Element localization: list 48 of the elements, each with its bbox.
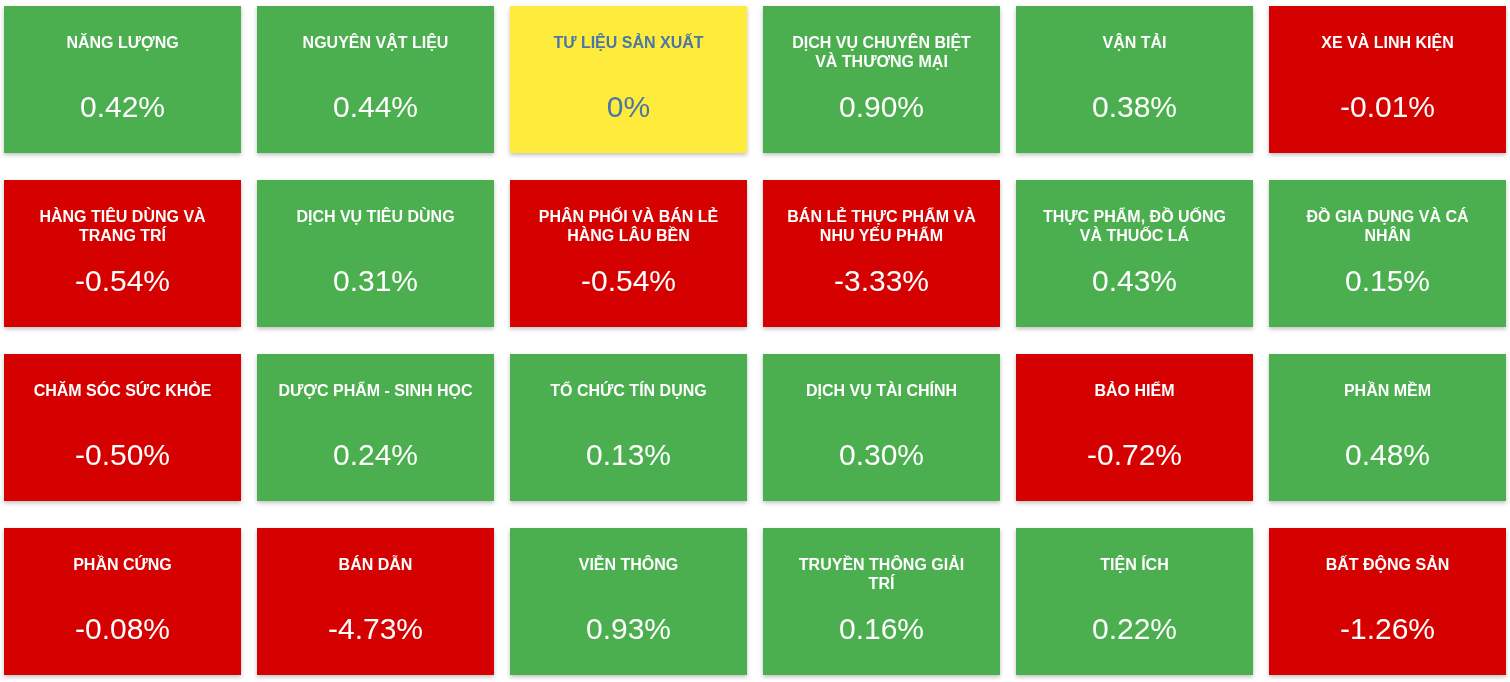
data-label: -0.08% xyxy=(74,612,171,645)
category-label: DỊCH VỤ CHUYÊN BIỆT VÀ THƯƠNG MẠI xyxy=(792,33,972,70)
category-label: BẤT ĐỘNG SẢN xyxy=(1325,555,1450,573)
category-label: PHÂN PHỐI VÀ BÁN LẺ HÀNG LÂU BỀN xyxy=(538,206,719,244)
category-label: TIỆN ÍCH xyxy=(1100,555,1169,573)
category-label: ĐỒ GIA DỤNG VÀ CÁ NHÂN xyxy=(1306,207,1469,244)
category-label: BÁN LẺ THỰC PHẨM VÀ NHU YẾU PHẨM xyxy=(787,207,977,244)
data-label: 0.48% xyxy=(1344,438,1431,471)
category-label: DỊCH VỤ TÀI CHÍNH xyxy=(805,381,958,399)
data-label: 0.22% xyxy=(1091,612,1178,645)
data-label: -0.72% xyxy=(1086,438,1183,471)
data-label: 0.44% xyxy=(332,90,419,123)
category-label: NĂNG LƯỢNG xyxy=(66,33,179,51)
category-label: DƯỢC PHẨM - SINH HỌC xyxy=(278,381,473,399)
data-label: 0.16% xyxy=(838,612,925,645)
category-label: THỰC PHẨM, ĐỒ UỐNG VÀ THUỐC LÁ xyxy=(1042,206,1227,244)
data-label: 0.90% xyxy=(838,90,925,123)
category-label: DỊCH VỤ TIÊU DÙNG xyxy=(296,207,455,225)
category-label: CHĂM SÓC SỨC KHỎE xyxy=(33,381,212,399)
category-label: TƯ LIỆU SẢN XUẤT xyxy=(553,33,704,51)
data-label: 0.38% xyxy=(1091,90,1178,123)
data-label: 0.42% xyxy=(79,90,166,123)
category-label: NGUYÊN VẬT LIỆU xyxy=(302,33,449,51)
data-label: 0.13% xyxy=(585,438,672,471)
category-label: VẬN TẢI xyxy=(1102,33,1167,51)
data-label: 0% xyxy=(606,90,651,123)
category-label: VIỄN THÔNG xyxy=(578,555,679,573)
data-label: -3.33% xyxy=(833,264,930,297)
data-label: -1.26% xyxy=(1339,612,1436,645)
data-label: 0.43% xyxy=(1091,264,1178,297)
data-label: 0.31% xyxy=(332,264,419,297)
data-label: 0.24% xyxy=(332,438,419,471)
category-label: TỔ CHỨC TÍN DỤNG xyxy=(550,381,707,399)
data-label: -0.54% xyxy=(580,264,677,297)
data-label: -0.01% xyxy=(1339,90,1436,123)
category-label: XE VÀ LINH KIỆN xyxy=(1321,33,1454,51)
category-label: BÁN DẪN xyxy=(338,555,413,573)
data-label: 0.15% xyxy=(1344,264,1431,297)
data-label: 0.30% xyxy=(838,438,925,471)
data-label: -0.54% xyxy=(74,264,171,297)
category-label: PHẦN CỨNG xyxy=(73,555,172,573)
category-label: HÀNG TIÊU DÙNG VÀ TRANG TRÍ xyxy=(39,207,207,244)
data-label: 0.93% xyxy=(585,612,672,645)
category-label: PHẦN MỀM xyxy=(1343,381,1432,399)
category-label: TRUYỀN THÔNG GIẢI TRÍ xyxy=(798,555,965,592)
data-label: -4.73% xyxy=(327,612,424,645)
category-label: BẢO HIỂM xyxy=(1094,381,1175,399)
data-label: -0.50% xyxy=(74,438,171,471)
